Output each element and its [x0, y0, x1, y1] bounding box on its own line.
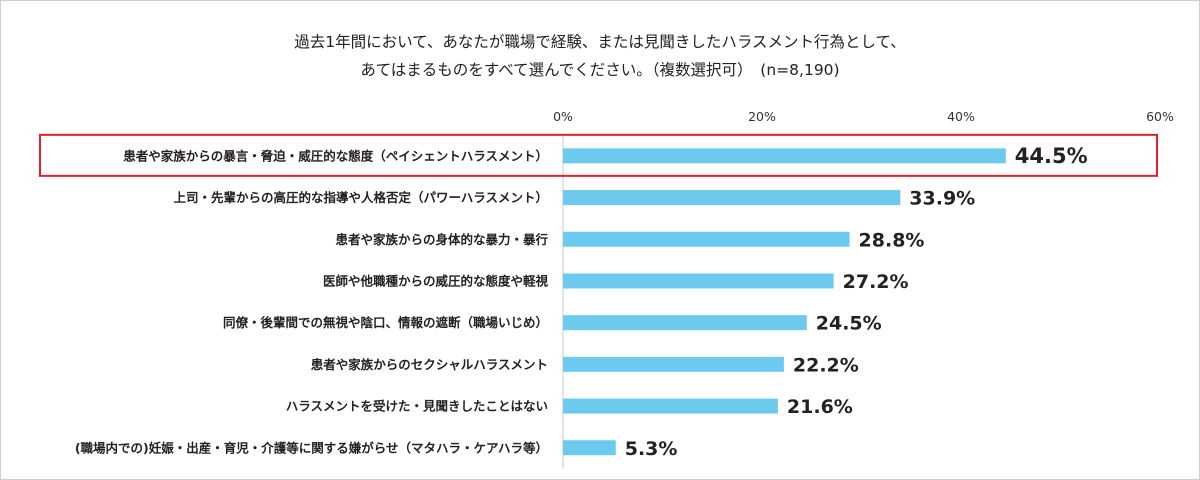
value-label: 21.6%	[787, 396, 853, 418]
x-tick-label: 40%	[947, 109, 975, 124]
value-label: 28.8%	[859, 229, 925, 251]
category-label: 上司・先輩からの高圧的な指導や人格否定（パワーハラスメント）	[173, 190, 548, 205]
value-label: 22.2%	[793, 354, 859, 376]
bar	[563, 356, 784, 372]
category-label: 同僚・後輩間での無視や陰口、情報の遮断（職場いじめ）	[223, 315, 548, 330]
bar	[563, 148, 1006, 164]
category-label: 患者や家族からの身体的な暴力・暴行	[335, 232, 548, 247]
x-tick-label: 0%	[553, 109, 573, 124]
value-label: 33.9%	[909, 188, 975, 210]
bar	[563, 190, 901, 206]
x-tick-label: 20%	[748, 109, 776, 124]
bar	[563, 231, 850, 247]
chart-title-line-1: 過去1年間において、あなたが職場で経験、または見聞きしたハラスメント行為として、	[294, 33, 906, 51]
bar	[563, 440, 616, 456]
category-label: 患者や家族からのセクシャルハラスメント	[311, 357, 548, 372]
bar	[563, 398, 778, 414]
value-label: 44.5%	[1015, 144, 1088, 168]
category-label: 患者や家族からの暴言・脅迫・威圧的な態度（ペイシェントハラスメント）	[123, 148, 548, 163]
value-label: 24.5%	[816, 313, 882, 335]
x-tick-label: 60%	[1146, 109, 1174, 124]
value-label: 27.2%	[843, 271, 909, 293]
bar	[563, 273, 834, 289]
category-label: 医師や他職種からの威圧的な態度や軽視	[323, 273, 549, 288]
highlight-box	[39, 133, 1158, 177]
category-label: (職場内での)妊娠・出産・育児・介護等に関する嫌がらせ（マタハラ・ケアハラ等）	[75, 440, 548, 455]
bar	[563, 315, 807, 331]
category-label: ハラスメントを受けた・見聞きしたことはない	[286, 399, 548, 414]
chart-title-line-2: あてはまるものをすべて選んでください。（複数選択可） (n=8,190)	[360, 61, 840, 79]
value-label: 5.3%	[625, 438, 678, 460]
